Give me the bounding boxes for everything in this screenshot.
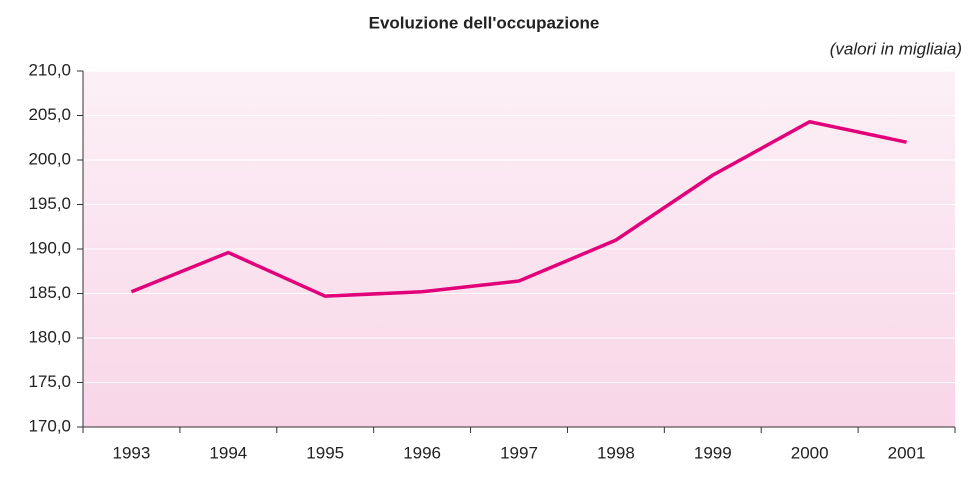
y-tick-label: 195,0 <box>28 194 71 213</box>
x-tick-label: 1993 <box>113 443 151 462</box>
x-tick-label: 1999 <box>694 443 732 462</box>
x-tick-label: 2000 <box>791 443 829 462</box>
y-tick-label: 180,0 <box>28 327 71 346</box>
chart-title: Evoluzione dell'occupazione <box>369 13 600 32</box>
x-tick-label: 1995 <box>306 443 344 462</box>
x-tick-label: 1996 <box>403 443 441 462</box>
x-tick-label: 1997 <box>500 443 538 462</box>
y-tick-label: 200,0 <box>28 149 71 168</box>
chart-subtitle: (valori in migliaia) <box>830 39 962 58</box>
y-tick-label: 185,0 <box>28 283 71 302</box>
y-tick-label: 190,0 <box>28 238 71 257</box>
x-tick-label: 2001 <box>888 443 926 462</box>
line-series <box>130 119 907 298</box>
x-tick-label: 1994 <box>209 443 247 462</box>
x-tick-label: 1998 <box>597 443 635 462</box>
y-tick-label: 210,0 <box>28 60 71 79</box>
y-tick-label: 170,0 <box>28 416 71 435</box>
y-tick-label: 205,0 <box>28 105 71 124</box>
y-tick-label: 175,0 <box>28 372 71 391</box>
